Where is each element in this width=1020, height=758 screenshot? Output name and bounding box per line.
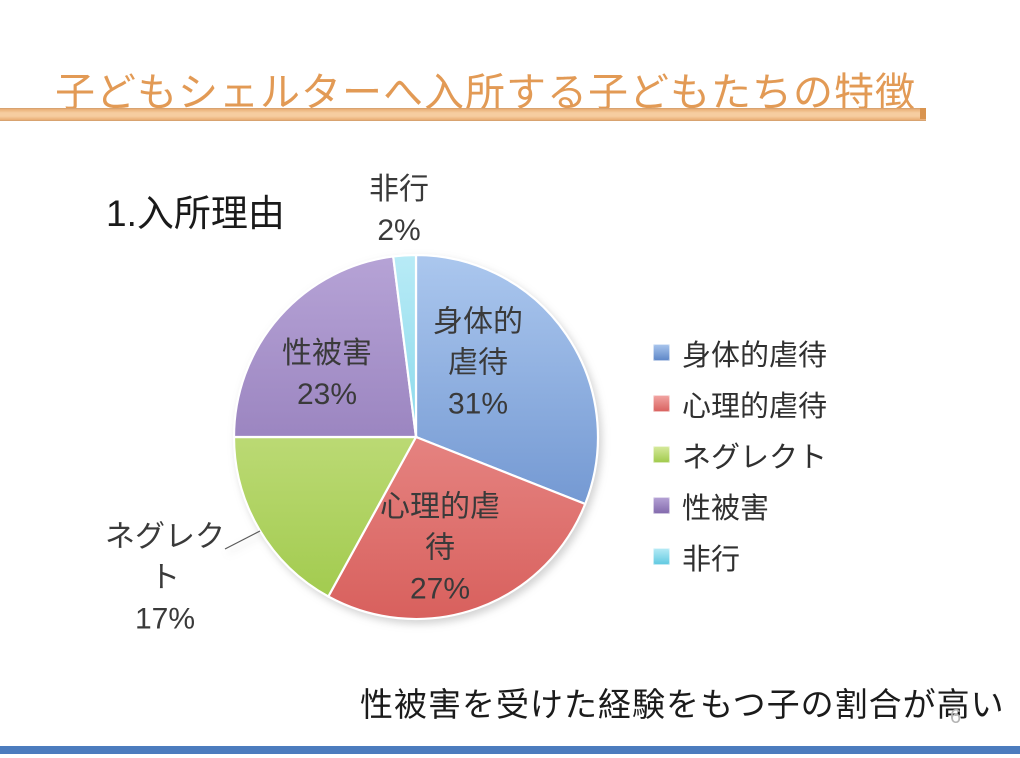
pie-chart: [224, 253, 600, 621]
pie-label-neglect: ネグレク ト 17%: [105, 520, 225, 636]
pie-slice-3: [232, 255, 418, 439]
section-heading: 1.入所理由: [106, 193, 285, 234]
legend-swatch-purple-icon: [653, 497, 670, 514]
legend-swatch-cyan-icon: [653, 548, 670, 565]
leader-line-neglect: [224, 530, 261, 550]
pie-label-sexual-victimization: 性被害 23%: [282, 337, 372, 411]
pie-slice-1: [326, 435, 587, 621]
legend-item-physical-abuse: 身体的虐待: [653, 327, 827, 378]
chart-legend: 身体的虐待 心理的虐待 ネグレクト 性被害 非行: [653, 327, 827, 582]
bottom-accent-bar: [0, 746, 1020, 754]
legend-item-sexual-victimization: 性被害: [653, 480, 827, 531]
pie-slice-0: [414, 253, 600, 506]
legend-swatch-red-icon: [653, 395, 670, 412]
legend-item-neglect: ネグレクト: [653, 429, 827, 480]
title-underline-bar-cap: [920, 108, 926, 119]
conclusion-text: 性被害を受けた経験をもつ子の割合が高い: [360, 686, 1005, 723]
pie-slice-4: [391, 253, 418, 438]
slide-title: 子どもシェルターへ入所する子どもたちの特徴: [55, 71, 916, 115]
pie-label-delinquency: 非行 2%: [369, 173, 429, 247]
legend-item-psychological-abuse: 心理的虐待: [653, 378, 827, 429]
legend-swatch-blue-icon: [653, 344, 670, 361]
pie-label-psychological-abuse: 心理的虐 待 27%: [380, 490, 500, 606]
title-underline-bar: [0, 108, 926, 121]
page-number: 6: [950, 706, 962, 728]
pie-slice-2: [232, 435, 418, 598]
pie-label-physical-abuse: 身体的 虐待 31%: [433, 305, 523, 421]
legend-swatch-green-icon: [653, 446, 670, 463]
legend-item-delinquency: 非行: [653, 531, 827, 582]
